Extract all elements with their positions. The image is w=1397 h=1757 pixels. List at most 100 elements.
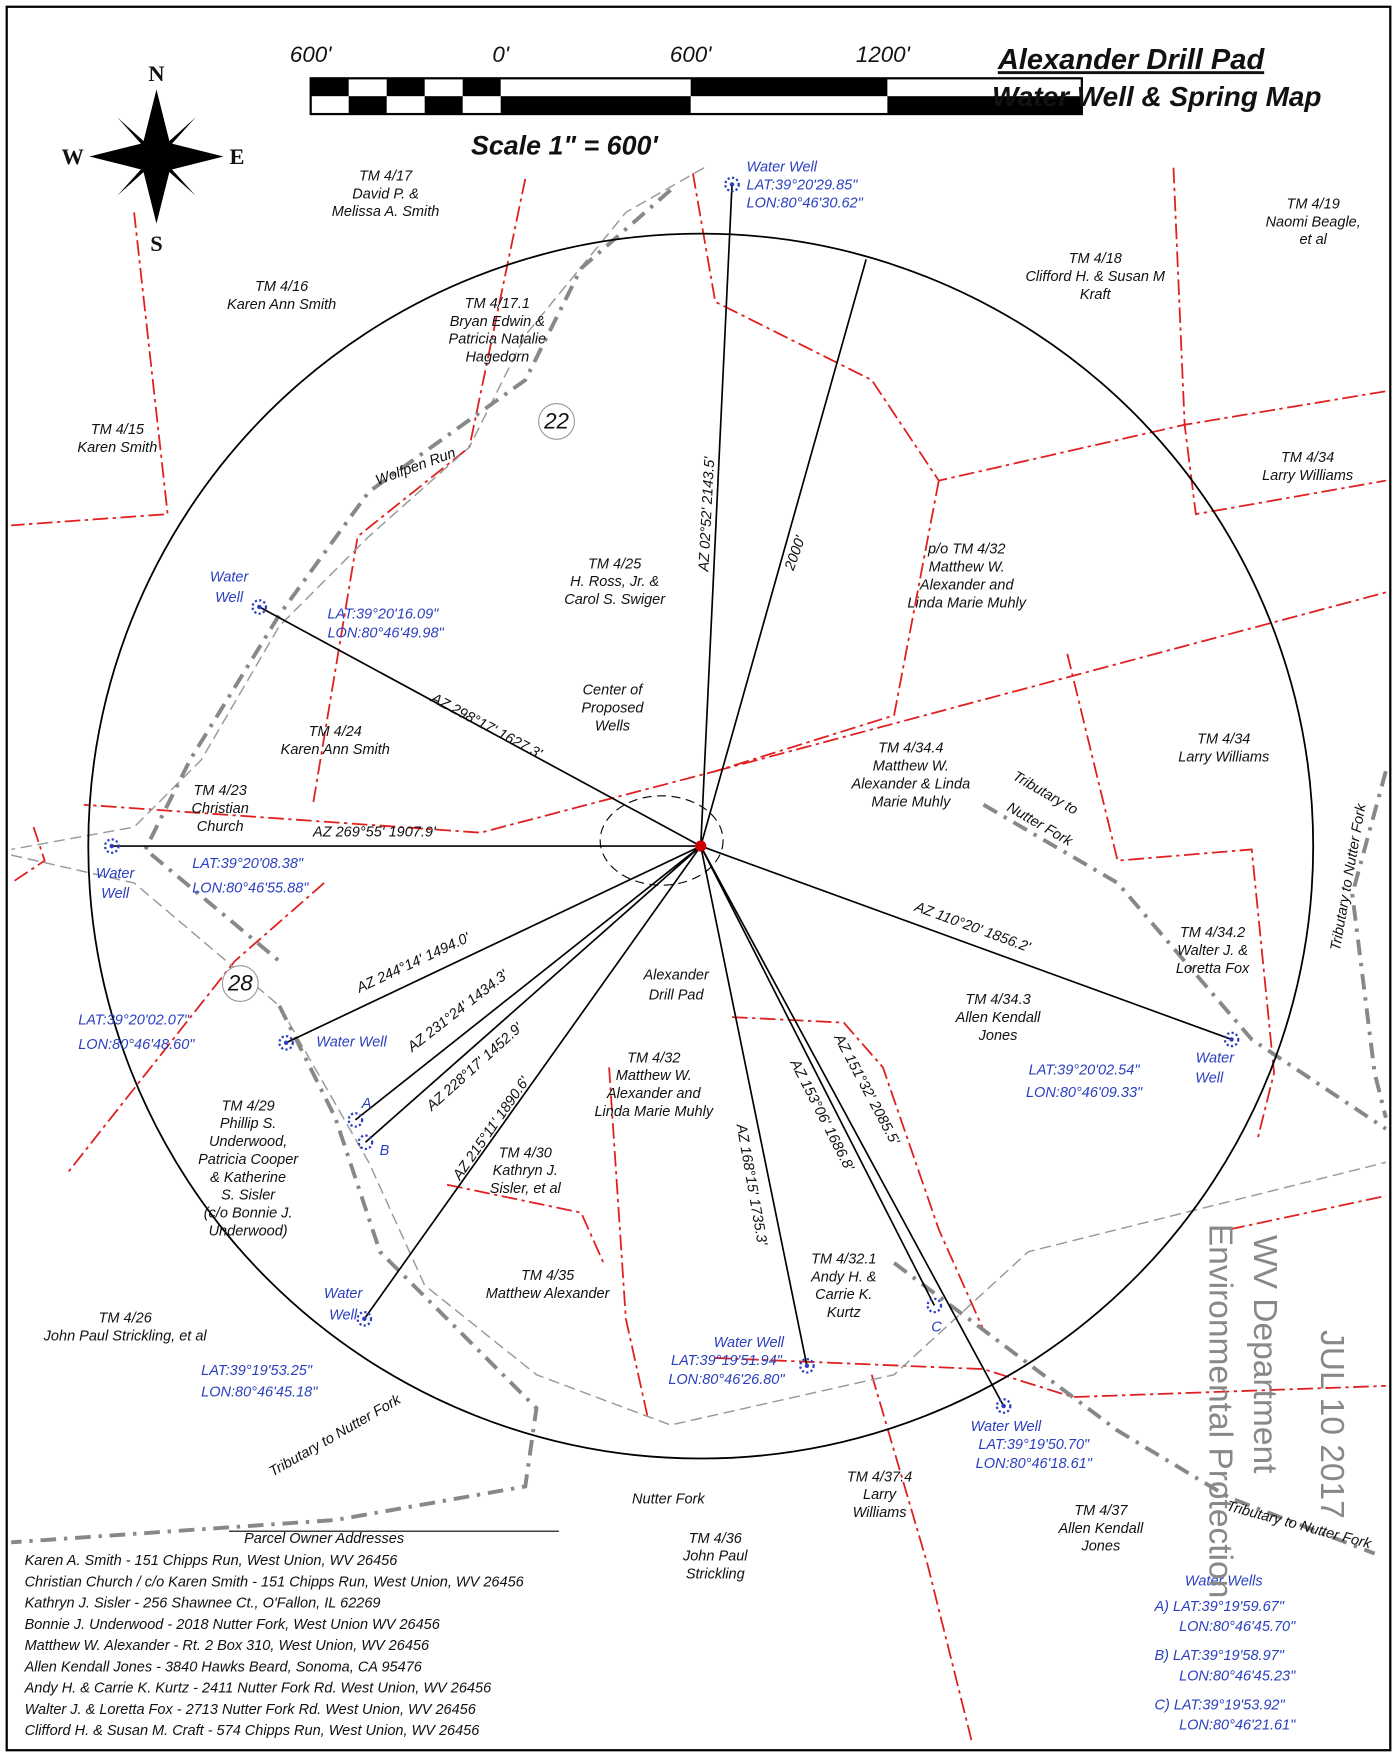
- parcel-label: Patricia Cooper: [198, 1152, 299, 1168]
- legend-line: A) LAT:39°19'59.67": [1153, 1599, 1284, 1615]
- well-dot: [109, 843, 114, 849]
- route-number: 28: [227, 971, 253, 996]
- well-symbol: [1223, 1031, 1240, 1048]
- compass-letter: E: [229, 144, 244, 169]
- route-number: 22: [543, 408, 569, 433]
- address-line: Bonnie J. Underwood - 2018 Nutter Fork, …: [25, 1617, 441, 1633]
- well-label: Water Well: [714, 1335, 785, 1351]
- address-title: Parcel Owner Addresses: [244, 1531, 404, 1547]
- well-label: Well: [329, 1307, 358, 1323]
- scale-label: 600': [290, 42, 332, 67]
- parcel-label: Karen Smith: [77, 440, 157, 456]
- parcel-label: H. Ross, Jr. &: [570, 574, 659, 590]
- well-dot: [804, 1363, 810, 1369]
- water-well: [251, 599, 268, 615]
- well-label: LON:80°46'45.18": [201, 1384, 318, 1400]
- parcel-label: Strickling: [686, 1567, 745, 1583]
- address-line: Kathryn J. Sisler - 256 Shawnee Ct., O'F…: [25, 1596, 381, 1612]
- center-point: [695, 840, 707, 852]
- parcel-label: Patricia Natalie: [449, 332, 547, 348]
- stream-label: Nutter Fork: [632, 1492, 705, 1508]
- well-label: LAT:39°20'16.09": [327, 607, 439, 623]
- parcel-label: Naomi Beagle,: [1266, 214, 1361, 230]
- legend-line: LON:80°46'45.70": [1179, 1619, 1296, 1635]
- well-label: Well: [101, 886, 130, 902]
- azimuth-line: [700, 845, 1232, 1041]
- parcel-label: TM 4/35: [521, 1268, 575, 1284]
- parcel-label: Williams: [853, 1505, 907, 1521]
- azimuth-line: [363, 845, 702, 1320]
- parcel-label: TM 4/18: [1069, 251, 1122, 267]
- route-shield: [221, 965, 259, 1002]
- address-line: Andy H. & Carrie K. Kurtz - 2411 Nutter …: [24, 1681, 492, 1697]
- parcel-label: Carrie K.: [815, 1287, 872, 1303]
- parcel-label: Jones: [978, 1028, 1018, 1044]
- well-label: LON:80°46'48.60": [78, 1037, 195, 1053]
- map-subtitle: Water Well & Spring Map: [992, 81, 1321, 112]
- well-dot: [1229, 1037, 1234, 1042]
- parcel-label: Walter J. &: [1177, 943, 1248, 959]
- stamp-text: JUL 10 2017: [1313, 1330, 1350, 1519]
- parcel-lines: [10, 167, 1387, 1744]
- parcel-label: Church: [197, 819, 244, 835]
- azimuth-line: [354, 845, 702, 1121]
- well-label: LON:80°46'30.62": [747, 195, 864, 211]
- well-label: Water: [210, 570, 250, 586]
- stamp-text: WV Department: [1246, 1235, 1283, 1474]
- compass-letter: N: [148, 61, 164, 86]
- water-well: [103, 838, 120, 854]
- scale-bar: [309, 77, 1083, 116]
- well-dot: [283, 1040, 289, 1046]
- azimuth-line: [699, 845, 936, 1306]
- scale-label: 1200': [856, 42, 911, 67]
- parcel-label: Kraft: [1080, 287, 1112, 303]
- parcel-label: TM 4/26: [99, 1311, 153, 1327]
- parcel-label: TM 4/23: [194, 783, 247, 799]
- azimuth-label: AZ 110°20' 1856.2': [912, 899, 1034, 956]
- parcel-label: TM 4/32.1: [811, 1251, 876, 1267]
- stamp-text: Environmental Protection: [1201, 1224, 1238, 1598]
- well-markers: [103, 176, 1240, 1414]
- scale-label: 600': [670, 42, 712, 67]
- well-symbol: [799, 1357, 815, 1374]
- well-dot: [729, 182, 735, 187]
- parcel-label: Phillip S.: [220, 1116, 276, 1132]
- well-label: LAT:39°20'08.38": [192, 856, 304, 872]
- parcel-label: TM 4/34: [1281, 450, 1334, 466]
- well-label: Water Well: [316, 1035, 387, 1051]
- parcel-label: TM 4/17: [359, 168, 413, 184]
- well-symbol: [995, 1398, 1012, 1414]
- parcel-label: TM 4/15: [91, 422, 145, 438]
- well-label: Water Well: [971, 1419, 1042, 1435]
- compass-rose: [89, 89, 224, 224]
- parcel-label: TM 4/24: [309, 724, 362, 740]
- water-well: [799, 1357, 815, 1374]
- parcel-label: Matthew Alexander: [486, 1286, 611, 1302]
- parcel-label: Christian: [192, 801, 249, 817]
- well-letter: C: [931, 1320, 942, 1336]
- callout-label: Proposed: [581, 700, 644, 716]
- parcel-label: (c/o Bonnie J.: [204, 1206, 293, 1222]
- parcel-label: TM 4/25: [588, 556, 642, 572]
- compass-letter: W: [61, 144, 83, 169]
- parcel-label: TM 4/34.3: [965, 992, 1030, 1008]
- well-label: Well: [215, 590, 244, 606]
- legend-line: LON:80°46'21.61": [1179, 1717, 1296, 1733]
- well-symbol: [103, 838, 120, 854]
- parcel-label: Loretta Fox: [1176, 961, 1250, 977]
- parcel-label: & Katherine: [210, 1170, 286, 1186]
- parcel-label: Alexander and: [919, 578, 1015, 594]
- address-line: Walter J. & Loretta Fox - 2713 Nutter Fo…: [25, 1702, 477, 1718]
- parcel-label: TM 4/30: [499, 1145, 552, 1161]
- parcel-label: Allen Kendall: [955, 1010, 1042, 1026]
- well-label: LON:80°46'26.80": [668, 1372, 785, 1388]
- well-letter: B: [380, 1143, 390, 1159]
- parcel-label: Matthew W.: [873, 759, 949, 775]
- azimuth-line: [699, 845, 808, 1366]
- azimuth-label: AZ 269°55' 1907.9': [312, 825, 437, 841]
- callout-label: Center of: [583, 683, 645, 699]
- parcel-label: Kurtz: [827, 1305, 862, 1321]
- parcel-label: p/o TM 4/32: [927, 542, 1005, 558]
- parcel-label: TM 4/34.4: [878, 741, 943, 757]
- parcel-label: Larry Williams: [1178, 750, 1269, 766]
